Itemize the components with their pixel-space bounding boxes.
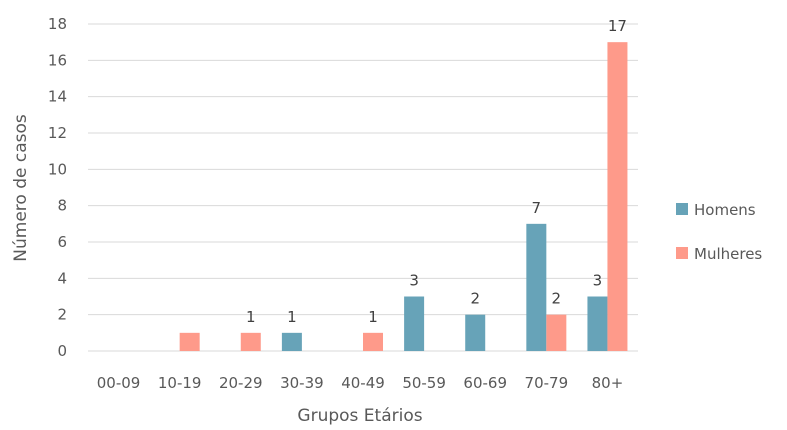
- bar-homens-30-39: [281, 332, 302, 351]
- data-label: 3: [409, 272, 419, 290]
- legend-label-mulheres: Mulheres: [694, 245, 762, 263]
- x-tick-label: 40-49: [341, 374, 385, 392]
- x-tick-label: 30-39: [280, 374, 324, 392]
- data-label: 1: [287, 308, 297, 326]
- y-axis-ticks: 0 2 4 6 8 10 12 14 16 18: [48, 15, 67, 360]
- y-axis-title: Número de casos: [11, 114, 31, 262]
- y-tick-label: 6: [57, 233, 67, 251]
- data-label: 2: [470, 290, 480, 308]
- x-tick-label: 00-09: [97, 374, 141, 392]
- data-label: 2: [552, 290, 562, 308]
- bars: [179, 42, 628, 352]
- bar-homens-50-59: [404, 296, 425, 351]
- y-tick-label: 4: [57, 269, 67, 287]
- gridlines: [88, 23, 638, 352]
- bar-homens-70-79: [526, 223, 547, 351]
- data-label: 3: [593, 272, 603, 290]
- bar-mulheres-40-49: [363, 332, 383, 351]
- y-tick-label: 18: [48, 15, 67, 33]
- legend: Homens Mulheres: [676, 201, 762, 263]
- legend-swatch-homens: [676, 203, 688, 215]
- legend-label-homens: Homens: [694, 201, 756, 219]
- x-axis-title: Grupos Etários: [297, 406, 422, 426]
- legend-swatch-mulheres: [676, 247, 688, 259]
- y-tick-label: 0: [57, 342, 67, 360]
- data-labels: 1 1 1 3 2 7 2 3 17: [246, 17, 627, 326]
- data-label: 7: [532, 199, 542, 217]
- y-tick-label: 10: [48, 160, 67, 178]
- bar-mulheres-70-79: [546, 314, 567, 351]
- data-label: 1: [246, 308, 256, 326]
- y-tick-label: 14: [48, 88, 67, 106]
- bar-mulheres-20-29: [240, 332, 261, 351]
- x-tick-label: 50-59: [402, 374, 446, 392]
- data-label: 1: [368, 308, 378, 326]
- x-tick-label: 80+: [592, 374, 624, 392]
- bar-mulheres-10-19: [179, 332, 200, 351]
- x-tick-label: 70-79: [525, 374, 569, 392]
- x-axis-ticks: 00-09 10-19 20-29 30-39 40-49 50-59 60-69 70-79…: [97, 374, 624, 392]
- data-label: 17: [608, 17, 627, 35]
- y-tick-label: 8: [57, 197, 67, 215]
- bar-homens-60-69: [465, 314, 486, 351]
- y-tick-label: 16: [48, 51, 67, 69]
- y-tick-label: 2: [57, 306, 67, 324]
- bar-mulheres-80+: [607, 42, 628, 352]
- y-tick-label: 12: [48, 124, 67, 142]
- x-tick-label: 60-69: [463, 374, 507, 392]
- bar-homens-80+: [587, 296, 608, 351]
- x-tick-label: 10-19: [158, 374, 202, 392]
- x-tick-label: 20-29: [219, 374, 263, 392]
